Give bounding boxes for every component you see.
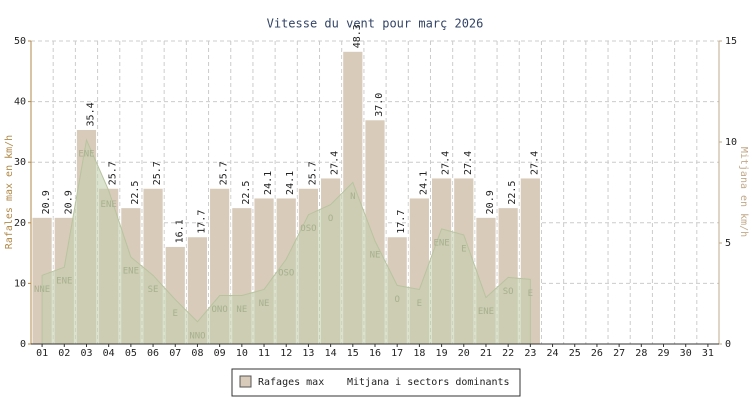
x-tick-label: 21 <box>480 348 492 359</box>
y2-tick-label: 10 <box>725 137 737 148</box>
value-label: 17.7 <box>396 210 407 234</box>
value-label: 27.4 <box>463 151 474 175</box>
sector-label: ENE <box>56 277 72 287</box>
value-label: 20.9 <box>63 190 74 214</box>
value-label: 22.5 <box>507 181 518 205</box>
x-tick-label: 18 <box>413 348 425 359</box>
sector-label: OSO <box>300 224 316 234</box>
x-tick-label: 23 <box>524 348 536 359</box>
sector-label: E <box>173 309 178 319</box>
x-tick-label: 24 <box>547 348 559 359</box>
x-tick-label: 16 <box>369 348 381 359</box>
x-tick-label: 08 <box>191 348 203 359</box>
sector-label: ENE <box>478 307 494 317</box>
x-tick-label: 06 <box>147 348 159 359</box>
value-label: 25.7 <box>108 161 119 185</box>
x-tick-label: 04 <box>103 348 115 359</box>
sector-label: E <box>461 244 466 254</box>
value-label: 48.3 <box>352 24 363 48</box>
x-tick-label: 28 <box>635 348 647 359</box>
value-label: 25.7 <box>307 161 318 185</box>
x-tick-label: 26 <box>591 348 603 359</box>
x-tick-label: 13 <box>302 348 314 359</box>
y2-tick-label: 5 <box>725 238 731 249</box>
sector-label: N <box>350 192 355 202</box>
legend-label: Mitjana i sectors dominants <box>347 377 510 388</box>
legend-label: Rafages max <box>258 377 324 388</box>
x-tick-label: 30 <box>680 348 692 359</box>
sector-label: ENE <box>123 267 139 277</box>
value-label: 24.1 <box>285 171 296 195</box>
sector-label: NE <box>259 299 270 309</box>
x-tick-label: 05 <box>125 348 137 359</box>
x-tick-label: 27 <box>613 348 625 359</box>
x-tick-label: 10 <box>236 348 248 359</box>
sector-label: NNE <box>34 285 50 295</box>
sector-label: ENE <box>433 238 449 248</box>
value-label: 37.0 <box>374 93 385 117</box>
chart-title: Vitesse du vent pour març 2026 <box>267 17 484 31</box>
value-label: 20.9 <box>485 190 496 214</box>
x-tick-label: 31 <box>702 348 714 359</box>
value-label: 24.1 <box>263 171 274 195</box>
y-tick-label: 50 <box>14 36 26 47</box>
y2-axis-label: Mitjana en km/h <box>738 147 749 237</box>
sector-label: ENE <box>101 200 117 210</box>
sector-label: E <box>528 289 533 299</box>
value-label: 25.7 <box>152 161 163 185</box>
value-label: 17.7 <box>196 210 207 234</box>
sector-label: NNO <box>189 331 205 341</box>
x-tick-label: 22 <box>502 348 514 359</box>
x-tick-label: 02 <box>58 348 70 359</box>
sector-label: E <box>417 299 422 309</box>
x-tick-label: 15 <box>347 348 359 359</box>
value-label: 25.7 <box>219 161 230 185</box>
x-tick-label: 25 <box>569 348 581 359</box>
area <box>41 138 531 345</box>
y2-tick-label: 0 <box>725 339 731 350</box>
value-label: 24.1 <box>418 171 429 195</box>
value-label: 35.4 <box>85 102 96 126</box>
value-label: 20.9 <box>41 190 52 214</box>
legend-swatch <box>239 375 252 388</box>
y-tick-label: 0 <box>20 339 26 350</box>
sector-label: ENE <box>78 149 94 159</box>
legend-box <box>231 368 521 397</box>
sector-label: OSO <box>278 269 294 279</box>
x-tick-label: 29 <box>657 348 669 359</box>
x-tick-label: 19 <box>436 348 448 359</box>
y2-tick-label: 15 <box>725 36 737 47</box>
sector-label: O <box>394 295 399 305</box>
value-label: 16.1 <box>174 219 185 243</box>
value-label: 27.4 <box>529 151 540 175</box>
y-tick-label: 10 <box>14 278 26 289</box>
value-label: 27.4 <box>330 151 341 175</box>
x-tick-label: 17 <box>391 348 403 359</box>
x-tick-label: 14 <box>325 348 337 359</box>
x-tick-label: 01 <box>36 348 48 359</box>
x-tick-label: 07 <box>169 348 181 359</box>
y-tick-label: 30 <box>14 157 26 168</box>
x-tick-label: 11 <box>258 348 270 359</box>
value-label: 22.5 <box>241 181 252 205</box>
value-label: 22.5 <box>130 181 141 205</box>
sector-label: ONO <box>212 305 228 315</box>
y-tick-label: 20 <box>14 218 26 229</box>
x-tick-label: 03 <box>80 348 92 359</box>
sector-label: SO <box>503 287 514 297</box>
value-label: 27.4 <box>441 151 452 175</box>
x-tick-label: 20 <box>458 348 470 359</box>
y-axis-label: Rafales max en km/h <box>4 135 15 249</box>
sector-label: O <box>328 214 333 224</box>
sector-label: SE <box>148 285 159 295</box>
sector-label: NE <box>370 250 381 260</box>
sector-label: NE <box>236 305 247 315</box>
x-tick-label: 12 <box>280 348 292 359</box>
y-tick-label: 40 <box>14 97 26 108</box>
x-tick-label: 09 <box>214 348 226 359</box>
